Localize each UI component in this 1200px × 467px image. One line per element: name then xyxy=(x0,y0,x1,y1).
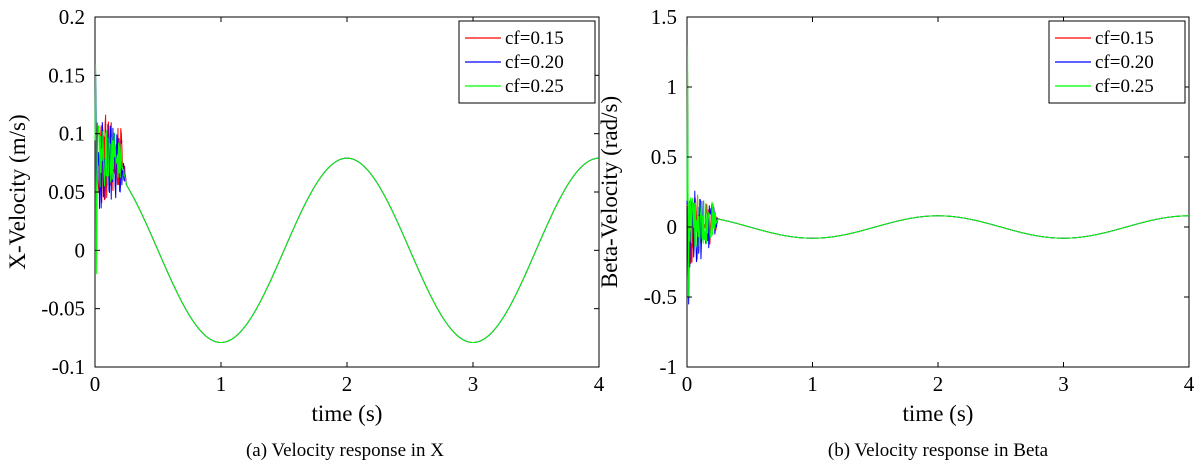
chart2-legend-label: cf=0.20 xyxy=(1095,52,1154,73)
chart2-legend-label: cf=0.15 xyxy=(1095,28,1154,49)
chart1-legend-label: cf=0.15 xyxy=(505,28,564,49)
chart1-x-tick-label: 0 xyxy=(90,372,101,396)
chart1-y-tick-label: 0.15 xyxy=(48,63,85,87)
chart1-y-tick-label: -0.1 xyxy=(52,355,85,379)
chart2-y-tick-label: 0 xyxy=(667,215,678,239)
chart1-legend-label: cf=0.20 xyxy=(505,52,564,73)
chart2-y-tick-label: -1 xyxy=(660,355,678,379)
chart2-x-tick-label: 0 xyxy=(682,372,693,396)
chart1-y-tick-label: 0.2 xyxy=(59,5,85,29)
chart2-legend: cf=0.15 cf=0.20 cf=0.25 xyxy=(1048,20,1186,104)
chart2-x-tick-label: 4 xyxy=(1184,372,1195,396)
chart2-series-line-cf020 xyxy=(686,86,1189,305)
chart1-x-tick-label: 2 xyxy=(342,372,353,396)
chart1-y-tick-label: 0.05 xyxy=(48,180,85,204)
chart1-x-axis-title: time (s) xyxy=(312,401,383,426)
chart2-x-tick-label: 2 xyxy=(933,372,944,396)
chart-x-velocity: 0 1 2 3 4 -0.1 -0.05 0 0.05 0.1 0.15 0.2 time (s) X-V… xyxy=(5,5,605,426)
chart1-series-group xyxy=(94,63,600,343)
chart2-x-tick-label: 3 xyxy=(1058,372,1069,396)
chart2-series-line-cf025 xyxy=(686,44,1189,298)
caption-b: (b) Velocity response in Beta xyxy=(828,440,1049,461)
chart1-y-tick-label: 0.1 xyxy=(59,122,85,146)
chart2-y-axis-title: Beta-Velocity (rad/s) xyxy=(597,96,622,288)
caption-a: (a) Velocity response in X xyxy=(246,440,444,461)
chart2-series-line-cf015 xyxy=(686,72,1189,291)
chart2-x-tick-label: 1 xyxy=(807,372,818,396)
chart2-y-tick-label: 1.5 xyxy=(651,5,677,29)
chart1-series-line-cf020 xyxy=(94,69,600,343)
chart1-y-tick-label: -0.05 xyxy=(41,297,85,321)
chart2-series-group xyxy=(686,44,1189,305)
chart2-y-tick-label: 0.5 xyxy=(651,145,677,169)
chart1-y-axis-title: X-Velocity (m/s) xyxy=(5,114,30,269)
chart2-y-tick-label: 1 xyxy=(667,75,678,99)
chart1-x-tick-label: 1 xyxy=(216,372,227,396)
chart1-y-tick-label: 0 xyxy=(75,238,86,262)
chart-beta-velocity: 0 1 2 3 4 -1 -0.5 0 0.5 1 1.5 time (s) Beta-Velocity… xyxy=(597,5,1195,426)
chart2-y-tick-label: -0.5 xyxy=(644,285,677,309)
chart1-legend-label: cf=0.25 xyxy=(505,76,564,97)
chart2-x-axis-title: time (s) xyxy=(903,401,974,426)
chart2-legend-label: cf=0.25 xyxy=(1095,76,1154,97)
chart1-series-line-cf015 xyxy=(94,86,600,343)
chart1-x-tick-label: 4 xyxy=(594,372,605,396)
chart1-series-line-cf025 xyxy=(94,63,600,343)
chart1-legend: cf=0.15 cf=0.20 cf=0.25 xyxy=(458,20,596,104)
chart1-x-tick-label: 3 xyxy=(468,372,479,396)
